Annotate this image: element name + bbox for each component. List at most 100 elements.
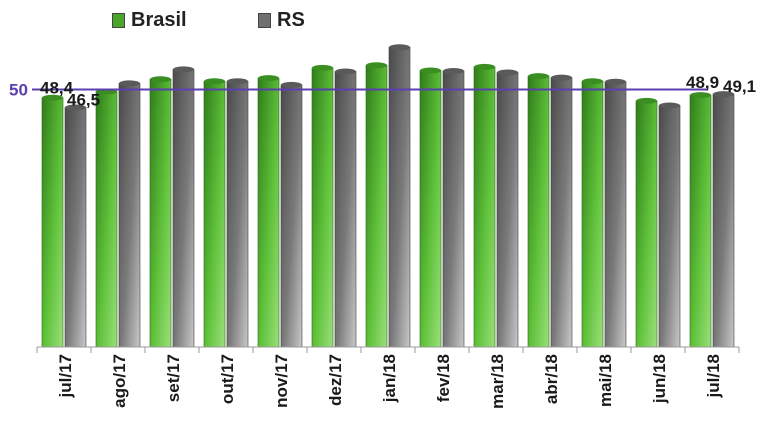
bar-body bbox=[334, 71, 357, 348]
bar-rs-mar-18 bbox=[496, 69, 519, 348]
bar-rs-jan-18 bbox=[388, 44, 411, 348]
bar-body bbox=[550, 77, 573, 348]
bar-rs-mai-18 bbox=[604, 78, 627, 348]
x-tick-label: jul/18 bbox=[704, 354, 723, 398]
bar-body bbox=[442, 70, 465, 348]
bar-body bbox=[172, 69, 195, 348]
data-label: 46,5 bbox=[67, 91, 100, 110]
legend-swatch-brasil bbox=[112, 13, 125, 28]
bar-body bbox=[95, 91, 118, 348]
x-tick-label: mar/18 bbox=[488, 354, 507, 409]
bar-cap bbox=[312, 64, 333, 71]
bar-brasil-out-17 bbox=[203, 78, 226, 348]
bar-cap bbox=[227, 78, 248, 85]
bar-cap bbox=[551, 74, 572, 81]
bar-body bbox=[203, 80, 226, 348]
bar-brasil-jun-18 bbox=[635, 97, 658, 348]
bar-brasil-jul-18 bbox=[689, 92, 712, 348]
bar-cap bbox=[281, 81, 302, 88]
bar-body bbox=[473, 66, 496, 348]
bar-cap bbox=[65, 104, 86, 111]
bar-rs-jun-18 bbox=[658, 102, 681, 348]
data-label: 48,9 bbox=[686, 73, 719, 92]
bar-brasil-fev-18 bbox=[419, 67, 442, 348]
bar-rs-jul-18 bbox=[712, 91, 735, 348]
bar-cap bbox=[150, 76, 171, 83]
bar-body bbox=[496, 72, 519, 348]
bar-body bbox=[64, 107, 87, 348]
bar-cap bbox=[173, 66, 194, 73]
bar-cap bbox=[659, 102, 680, 109]
x-tick-label: mai/18 bbox=[596, 354, 615, 407]
x-tick-label: nov/17 bbox=[272, 354, 291, 408]
bar-body bbox=[226, 80, 249, 348]
bar-cap bbox=[497, 69, 518, 76]
bar-body bbox=[311, 67, 334, 348]
bar-rs-abr-18 bbox=[550, 74, 573, 348]
bar-rs-dez-17 bbox=[334, 68, 357, 348]
bar-body bbox=[635, 100, 658, 348]
bar-cap bbox=[528, 73, 549, 80]
legend-entry-rs: RS bbox=[258, 9, 305, 32]
bar-body bbox=[41, 97, 64, 348]
bar-brasil-mar-18 bbox=[473, 63, 496, 348]
bar-cap bbox=[443, 67, 464, 74]
x-tick-label: jan/18 bbox=[380, 354, 399, 403]
bar-cap bbox=[42, 94, 63, 101]
legend-entry-brasil: Brasil bbox=[112, 9, 187, 32]
bar-body bbox=[658, 105, 681, 348]
x-tick-label: fev/18 bbox=[434, 354, 453, 402]
x-tick-label: jul/17 bbox=[56, 354, 75, 398]
bar-body bbox=[118, 83, 141, 348]
bar-cap bbox=[389, 44, 410, 51]
bar-cap bbox=[119, 80, 140, 87]
bar-rs-fev-18 bbox=[442, 67, 465, 348]
bar-body bbox=[604, 81, 627, 348]
bar-body bbox=[365, 64, 388, 348]
bar-cap bbox=[366, 62, 387, 69]
legend-swatch-rs bbox=[258, 13, 271, 28]
bar-body bbox=[689, 94, 712, 348]
bar-brasil-jan-18 bbox=[365, 62, 388, 348]
x-tick-label: dez/17 bbox=[326, 354, 345, 406]
data-label: 49,1 bbox=[723, 77, 756, 96]
bar-brasil-jul-17 bbox=[41, 94, 64, 348]
bar-cap bbox=[258, 75, 279, 82]
bar-cap bbox=[474, 63, 495, 70]
bar-rs-set-17 bbox=[172, 66, 195, 348]
bar-brasil-dez-17 bbox=[311, 64, 334, 348]
bar-body bbox=[712, 93, 735, 348]
reference-line-label: 50 bbox=[9, 81, 28, 100]
x-tick-label: jun/18 bbox=[650, 354, 669, 404]
bar-cap bbox=[713, 91, 734, 98]
bar-body bbox=[527, 75, 550, 348]
bar-cap bbox=[204, 78, 225, 85]
bar-brasil-ago-17 bbox=[95, 88, 118, 348]
bar-cap bbox=[636, 97, 657, 104]
bar-rs-ago-17 bbox=[118, 80, 141, 348]
bar-body bbox=[419, 70, 442, 348]
bar-body bbox=[257, 77, 280, 348]
bar-cap bbox=[335, 68, 356, 75]
bar-rs-nov-17 bbox=[280, 81, 303, 348]
bar-rs-jul-17 bbox=[64, 104, 87, 348]
bar-body bbox=[388, 46, 411, 348]
bar-brasil-nov-17 bbox=[257, 75, 280, 348]
legend-label-rs: RS bbox=[277, 9, 305, 31]
bar-body bbox=[149, 78, 172, 348]
x-tick-label: ago/17 bbox=[110, 354, 129, 408]
legend-label-brasil: Brasil bbox=[131, 9, 187, 31]
bar-brasil-set-17 bbox=[149, 76, 172, 348]
bar-brasil-abr-18 bbox=[527, 73, 550, 348]
x-tick-label: set/17 bbox=[164, 354, 183, 402]
x-tick-label: abr/18 bbox=[542, 354, 561, 404]
bar-cap bbox=[605, 78, 626, 85]
bar-body bbox=[581, 80, 604, 348]
x-tick-label: out/17 bbox=[218, 354, 237, 404]
bar-rs-out-17 bbox=[226, 78, 249, 348]
data-label: 48,4 bbox=[40, 79, 74, 98]
bar-cap bbox=[690, 92, 711, 99]
bar-cap bbox=[582, 78, 603, 85]
bar-brasil-mai-18 bbox=[581, 78, 604, 348]
